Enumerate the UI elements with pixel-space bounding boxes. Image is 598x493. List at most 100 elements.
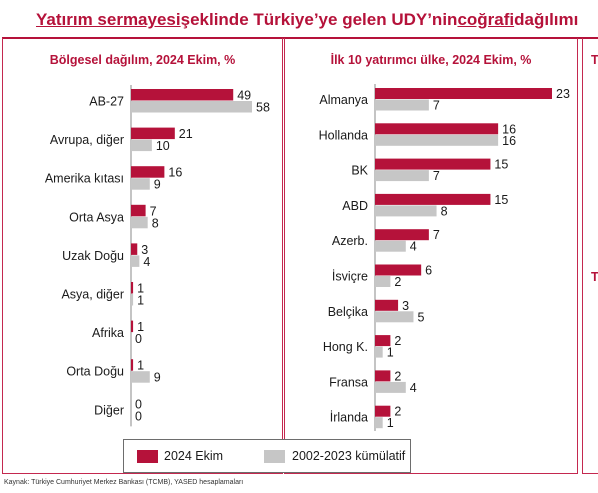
data-label: 58 bbox=[256, 101, 270, 115]
title-main: Yatırım sermayesi şeklinde Türkiye’ye ge… bbox=[36, 10, 578, 30]
panel-countries: İlk 10 yatırımcı ülke, 2024 Ekim, % Alma… bbox=[284, 38, 578, 474]
data-label: 3 bbox=[141, 243, 148, 257]
bar-2024 bbox=[375, 193, 491, 205]
data-label: 8 bbox=[152, 216, 159, 230]
legend-swatch-cumulative bbox=[264, 450, 285, 463]
data-label: 2 bbox=[394, 334, 401, 348]
category-label: İrlanda bbox=[330, 411, 368, 425]
category-label: AB-27 bbox=[89, 95, 124, 109]
bar-2024 bbox=[131, 166, 165, 178]
data-label: 3 bbox=[402, 299, 409, 313]
data-label: 1 bbox=[387, 416, 394, 430]
panel-regional: Bölgesel dağılım, 2024 Ekim, % AB-27 49 58… bbox=[2, 38, 283, 474]
category-label: Amerika kıtası bbox=[45, 172, 124, 186]
data-label: 16 bbox=[502, 134, 516, 148]
data-label: 10 bbox=[156, 139, 170, 153]
bar-2024 bbox=[375, 229, 429, 241]
data-label: 15 bbox=[494, 193, 508, 207]
data-label: 2 bbox=[394, 405, 401, 419]
category-label: Diğer bbox=[94, 403, 124, 417]
data-label: 9 bbox=[154, 371, 161, 385]
category-label: Orta Asya bbox=[69, 210, 124, 224]
legend-label-2024: 2024 Ekim bbox=[164, 449, 224, 463]
data-label: 1 bbox=[387, 346, 394, 360]
legend-swatch-2024 bbox=[137, 450, 158, 463]
category-label: Uzak Doğu bbox=[62, 249, 124, 263]
data-label: 2 bbox=[394, 369, 401, 383]
bar-cumulative bbox=[375, 346, 383, 358]
bar-2024 bbox=[131, 359, 134, 371]
data-label: 0 bbox=[135, 397, 142, 411]
title-rule bbox=[2, 37, 598, 39]
bar-2024 bbox=[131, 320, 134, 333]
category-label: Belçika bbox=[328, 305, 368, 319]
data-label: 1 bbox=[137, 282, 144, 296]
bar-cumulative bbox=[131, 101, 252, 113]
title-part-2: şeklinde Türkiye’ye gelen UDY’nin bbox=[180, 10, 458, 29]
legend-label-cumulative: 2002-2023 kümülatif bbox=[292, 449, 406, 463]
title-part-3: coğrafi bbox=[457, 10, 515, 29]
data-label: 2 bbox=[394, 275, 401, 289]
bar-cumulative bbox=[375, 240, 406, 252]
bar-2024 bbox=[131, 204, 146, 217]
bar-2024 bbox=[375, 88, 552, 99]
category-label: Hollanda bbox=[319, 128, 368, 142]
data-label: 49 bbox=[237, 89, 251, 103]
data-label: 1 bbox=[137, 294, 144, 308]
bar-cumulative bbox=[375, 311, 414, 323]
bar-cumulative bbox=[131, 216, 148, 229]
bar-cumulative bbox=[131, 255, 140, 267]
data-label: 0 bbox=[135, 332, 142, 346]
bar-2024 bbox=[375, 370, 391, 382]
data-label: 5 bbox=[417, 310, 424, 324]
bar-cumulative bbox=[131, 294, 134, 306]
data-label: 15 bbox=[494, 158, 508, 172]
bar-cumulative bbox=[375, 276, 391, 287]
data-label: 21 bbox=[179, 127, 193, 141]
title-part-4: dağılımı bbox=[514, 10, 579, 29]
bar-2024 bbox=[375, 264, 422, 276]
data-label: 4 bbox=[410, 381, 417, 395]
category-label: Orta Doğu bbox=[66, 365, 124, 379]
chart-title-regional: Bölgesel dağılım, 2024 Ekim, % bbox=[49, 53, 236, 67]
bar-2024 bbox=[131, 282, 134, 294]
category-label: BK bbox=[351, 164, 368, 178]
chart-legend: 2024 Ekim 2002-2023 kümülatif bbox=[123, 439, 411, 473]
data-label: 7 bbox=[433, 99, 440, 113]
data-label: 7 bbox=[433, 228, 440, 242]
bar-cumulative bbox=[375, 170, 429, 182]
data-label: 23 bbox=[556, 87, 570, 101]
category-label: İsviçre bbox=[332, 270, 368, 284]
category-label: Afrika bbox=[92, 326, 124, 340]
data-label: 7 bbox=[433, 169, 440, 183]
bar-cumulative bbox=[375, 205, 437, 217]
bar-cumulative bbox=[375, 381, 406, 393]
category-label: Azerb. bbox=[332, 234, 368, 248]
data-label: 1 bbox=[137, 359, 144, 373]
data-label: 4 bbox=[410, 240, 417, 254]
bar-cumulative bbox=[131, 139, 152, 152]
bar-2024 bbox=[131, 127, 175, 140]
bar-2024 bbox=[375, 299, 399, 311]
category-label: Fransa bbox=[329, 375, 368, 389]
bar-cumulative bbox=[131, 371, 150, 383]
data-label: 8 bbox=[441, 204, 448, 218]
source-note: Kaynak: Türkiye Cumhuriyet Merkez Bankas… bbox=[4, 479, 244, 486]
bar-2024 bbox=[131, 89, 234, 101]
bar-2024 bbox=[375, 335, 391, 347]
category-label: Asya, diğer bbox=[61, 288, 124, 302]
category-label: Almanya bbox=[319, 93, 368, 107]
bar-2024 bbox=[375, 405, 391, 417]
bar-cumulative bbox=[375, 99, 429, 111]
chart-title-countries: İlk 10 yatırımcı ülke, 2024 Ekim, % bbox=[330, 53, 532, 67]
data-label: 16 bbox=[168, 166, 182, 180]
panel-third: T T bbox=[582, 38, 598, 474]
category-label: Hong K. bbox=[323, 340, 368, 354]
data-label: 9 bbox=[154, 178, 161, 192]
data-label: 7 bbox=[150, 204, 157, 218]
category-label: Avrupa, diğer bbox=[50, 133, 124, 147]
title-part-1: Yatırım sermayesi bbox=[36, 10, 181, 29]
category-label: ABD bbox=[342, 199, 368, 213]
